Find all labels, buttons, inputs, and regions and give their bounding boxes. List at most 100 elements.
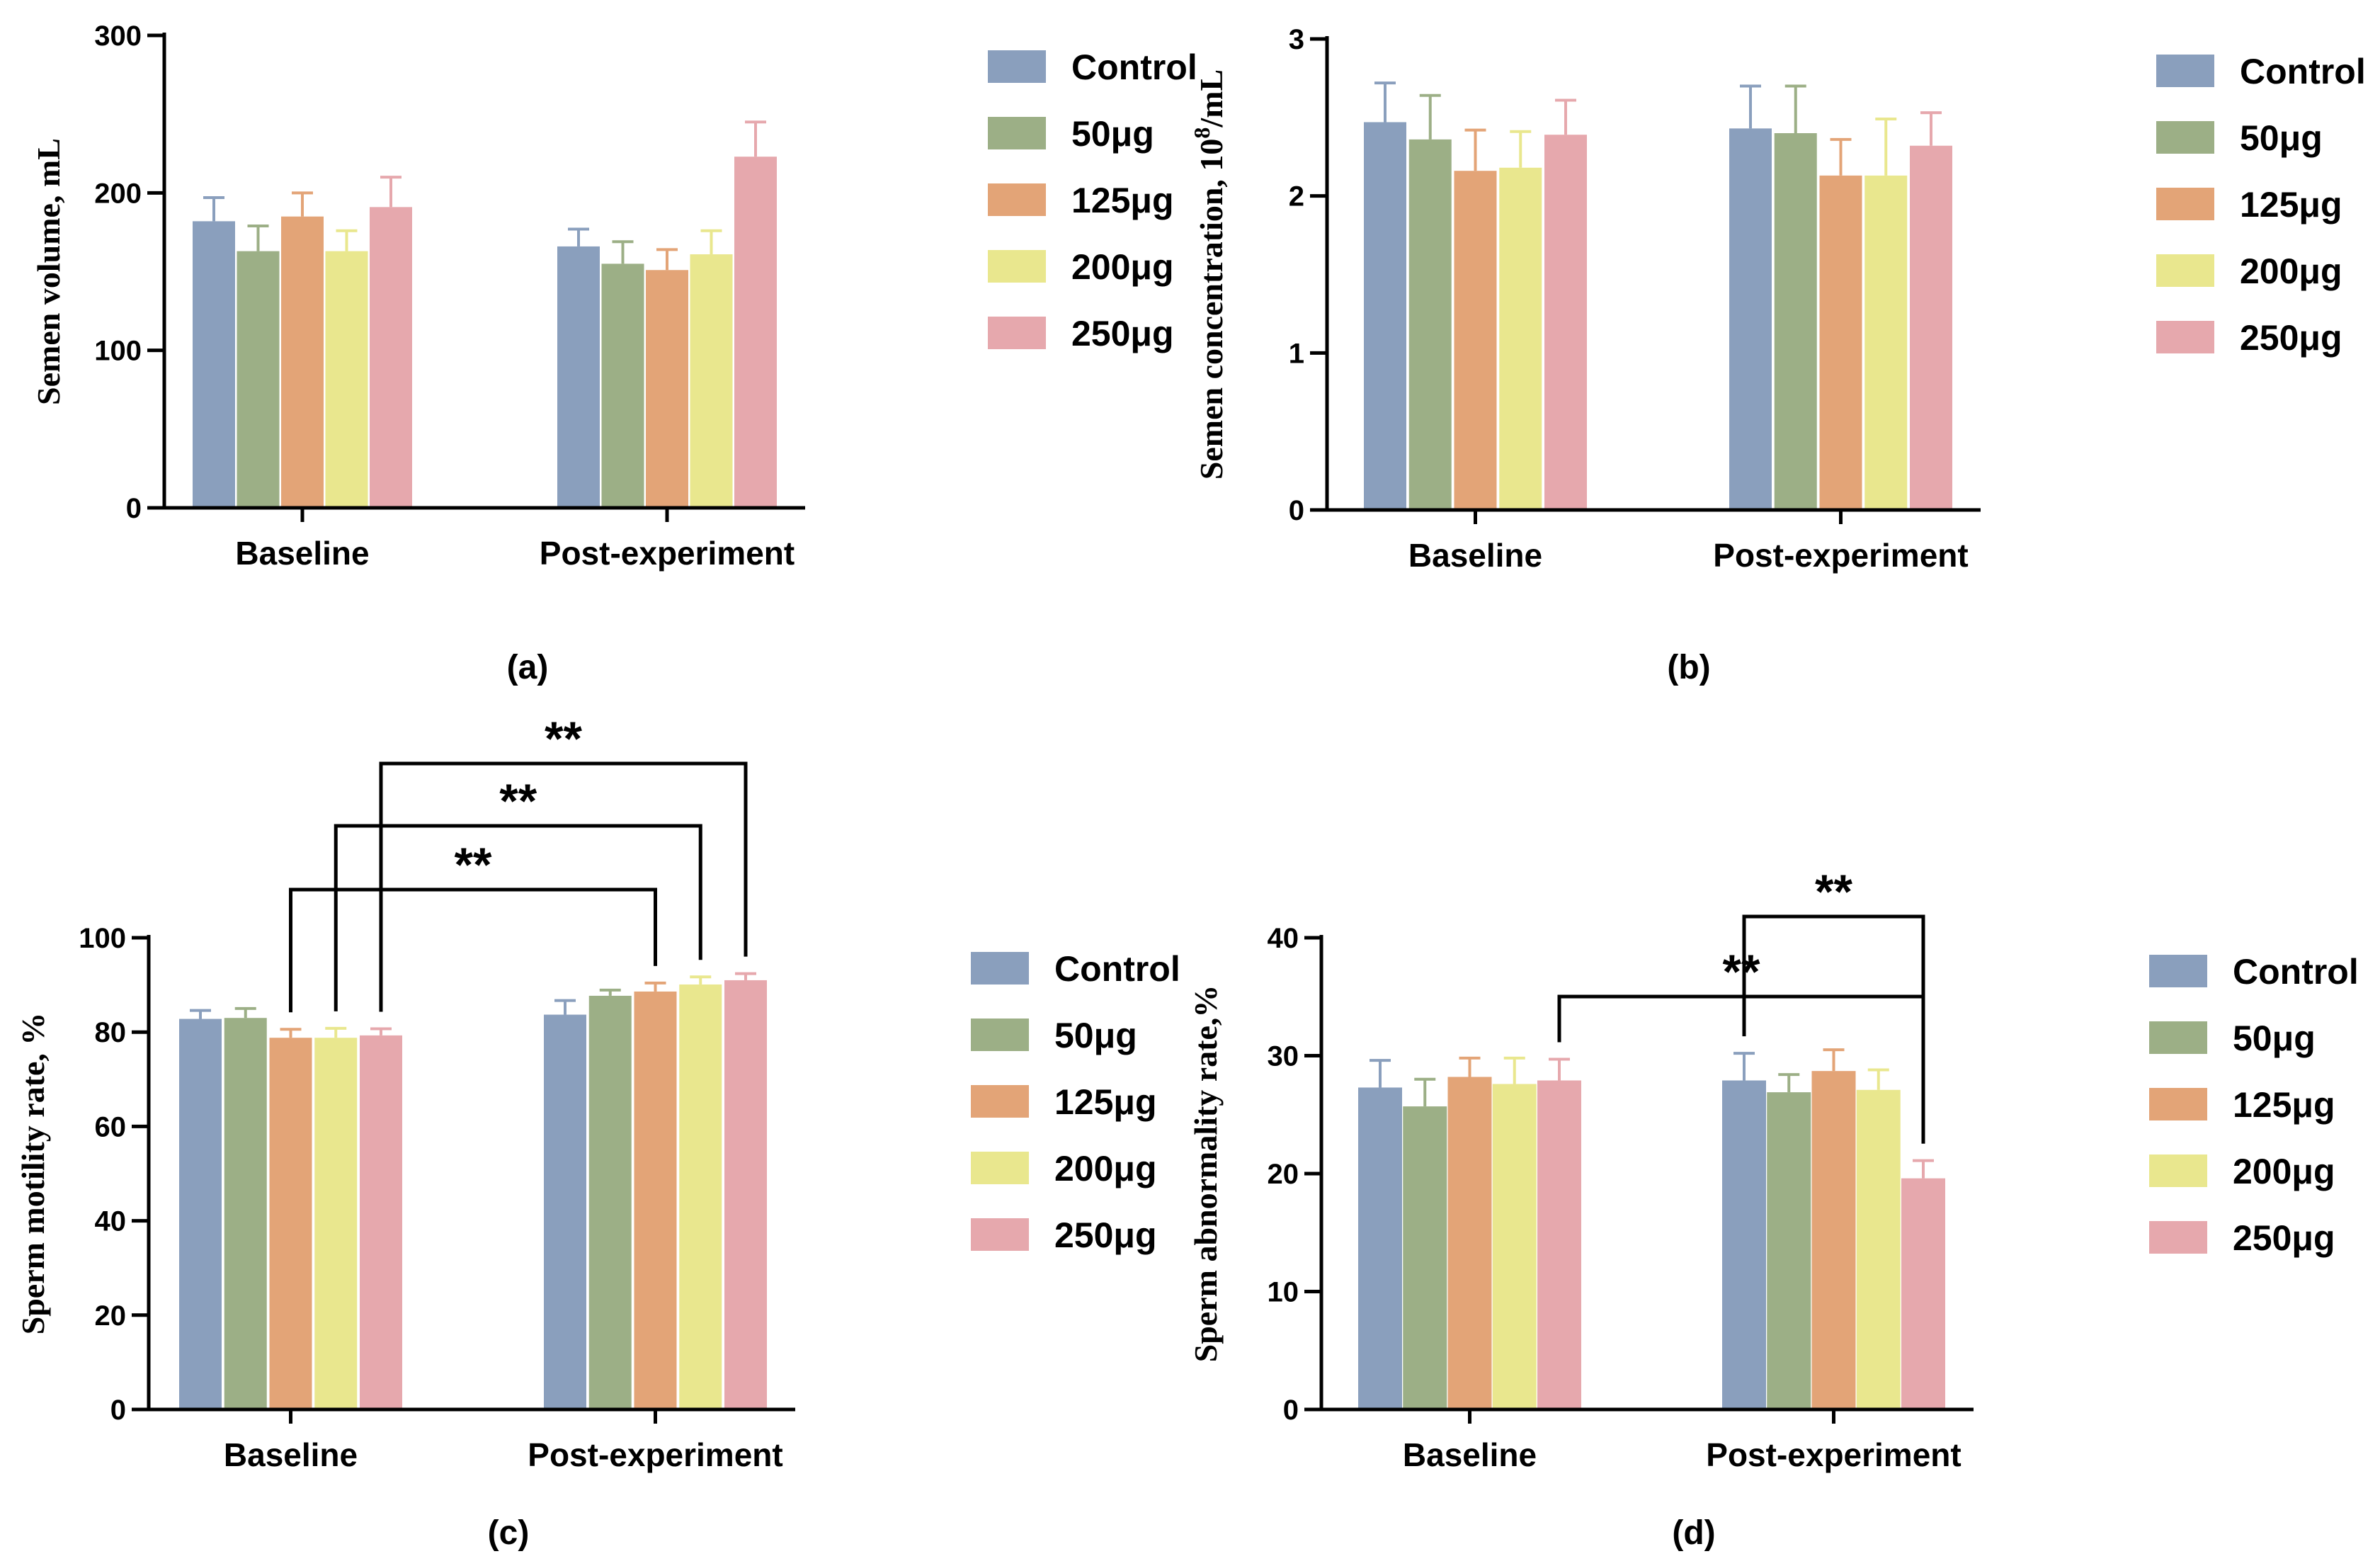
panel-label-d: (d)	[1672, 1514, 1715, 1552]
legend-swatch-b-0	[2156, 55, 2214, 87]
legend-swatch-d-3	[2149, 1154, 2207, 1187]
legend-swatch-c-0	[971, 952, 1029, 985]
error-bar-c-0-2	[280, 1028, 302, 1038]
error-bar-c-1-4	[735, 972, 756, 980]
y-axis-label-d: Sperm abnormality rate,%	[1188, 985, 1224, 1363]
bar-b-1-4	[1910, 145, 1952, 510]
bar-b-0-0	[1364, 122, 1406, 510]
bar-a-1-1	[601, 263, 644, 508]
bar-a-0-3	[325, 251, 368, 508]
chart-d: 0 10 20 30 40 Baseline Post-experiment Sperm ab…	[1188, 865, 2359, 1552]
legend-label-c-2: 125μg	[1054, 1082, 1157, 1122]
error-bar-a-0-4	[380, 176, 402, 208]
significance-label-c-2: **	[545, 712, 582, 766]
error-bar-b-0-1	[1419, 93, 1441, 140]
error-bar-d-1-4	[1913, 1159, 1934, 1179]
error-bar-a-0-1	[247, 225, 269, 251]
error-bar-d-0-2	[1459, 1056, 1481, 1077]
y-axis-label-a: Semen volume, mL	[30, 138, 67, 405]
panel-label-c: (c)	[488, 1514, 530, 1552]
category-label-c-0: Baseline	[224, 1436, 358, 1473]
bar-d-0-2	[1447, 1077, 1492, 1409]
bar-c-0-1	[224, 1018, 267, 1409]
y-tick-label-d-4: 40	[1268, 923, 1299, 954]
legend-label-d-2: 125μg	[2233, 1085, 2335, 1125]
error-bar-b-0-2	[1464, 128, 1486, 171]
bar-d-1-4	[1901, 1178, 1945, 1409]
legend-label-d-3: 200μg	[2233, 1152, 2335, 1191]
significance-bracket-c-1	[334, 824, 702, 1011]
y-tick-label-b-3: 3	[1289, 24, 1304, 55]
legend-swatch-a-0	[988, 50, 1046, 83]
significance-bracket-d-1	[1557, 994, 1925, 1144]
legend-label-d-4: 250μg	[2233, 1218, 2335, 1258]
chart-b: 0 1 2 3 Baseline Post-experiment Semen concent…	[1189, 24, 2366, 686]
bar-d-1-3	[1856, 1089, 1901, 1409]
legend-swatch-b-4	[2156, 321, 2214, 353]
y-tick-label-a-2: 200	[94, 178, 142, 209]
error-bar-d-0-1	[1414, 1077, 1436, 1107]
significance-label-d-1: **	[1723, 945, 1760, 999]
legend-swatch-b-1	[2156, 121, 2214, 154]
bar-c-0-4	[360, 1035, 402, 1409]
error-bar-d-1-2	[1823, 1048, 1845, 1072]
bar-b-1-0	[1729, 128, 1772, 511]
bar-b-1-2	[1819, 175, 1862, 510]
category-label-b-1: Post-experiment	[1713, 537, 1968, 574]
legend-swatch-d-0	[2149, 955, 2207, 987]
error-bar-a-1-3	[700, 229, 722, 255]
legend-swatch-b-2	[2156, 188, 2214, 220]
error-bar-b-0-4	[1555, 98, 1576, 135]
category-label-a-0: Baseline	[235, 535, 369, 572]
bar-a-0-4	[370, 207, 412, 508]
legend-label-a-3: 200μg	[1071, 247, 1174, 287]
y-tick-label-a-1: 100	[94, 336, 142, 367]
bar-d-1-0	[1722, 1080, 1766, 1409]
legend-swatch-a-3	[988, 250, 1046, 283]
error-bar-a-1-0	[568, 227, 589, 246]
significance-label-c-1: **	[499, 774, 537, 828]
error-bar-b-1-3	[1875, 118, 1897, 176]
error-bar-d-1-1	[1778, 1073, 1800, 1093]
error-bar-c-0-0	[190, 1009, 211, 1019]
error-bar-c-1-3	[690, 975, 712, 985]
category-label-a-1: Post-experiment	[540, 535, 795, 572]
legend-label-b-4: 250μg	[2240, 318, 2342, 358]
legend-label-b-2: 125μg	[2240, 185, 2342, 225]
bar-b-0-3	[1499, 167, 1542, 510]
significance-bracket-c-0	[289, 887, 657, 1013]
bar-c-0-0	[179, 1019, 222, 1409]
legend-label-a-2: 125μg	[1071, 181, 1174, 220]
bar-c-1-4	[724, 980, 767, 1409]
y-tick-label-d-0: 0	[1283, 1395, 1299, 1426]
bar-d-1-2	[1811, 1071, 1856, 1409]
legend-swatch-c-1	[971, 1019, 1029, 1051]
error-bar-d-0-4	[1549, 1057, 1570, 1081]
legend-swatch-b-3	[2156, 254, 2214, 287]
y-tick-label-b-1: 1	[1289, 338, 1304, 369]
category-label-d-0: Baseline	[1403, 1436, 1537, 1473]
bar-c-1-3	[679, 984, 722, 1409]
significance-bracket-c-2	[379, 761, 748, 1012]
error-bar-d-0-3	[1503, 1056, 1525, 1084]
y-tick-label-c-0: 0	[110, 1395, 126, 1426]
bar-c-1-1	[588, 995, 632, 1409]
bar-a-1-3	[690, 254, 733, 508]
category-label-c-1: Post-experiment	[528, 1436, 782, 1473]
bar-c-0-2	[269, 1038, 312, 1409]
chart-a: 0 100 200 300 Baseline Post-experiment Semen v…	[30, 21, 1197, 686]
legend-label-a-4: 250μg	[1071, 314, 1174, 353]
y-tick-label-c-2: 40	[95, 1206, 127, 1237]
y-tick-label-b-0: 0	[1289, 495, 1304, 526]
error-bar-a-0-3	[336, 229, 358, 251]
bar-c-1-2	[634, 991, 677, 1409]
error-bar-c-0-1	[234, 1006, 256, 1019]
bar-c-1-0	[544, 1014, 586, 1409]
bar-a-1-0	[557, 246, 600, 508]
bar-b-1-3	[1864, 175, 1908, 510]
significance-label-c-0: **	[455, 838, 492, 892]
panel-label-a: (a)	[507, 649, 549, 686]
y-tick-label-c-3: 60	[95, 1111, 127, 1142]
y-tick-label-b-2: 2	[1289, 181, 1304, 212]
significance-label-d-0: **	[1815, 865, 1852, 919]
